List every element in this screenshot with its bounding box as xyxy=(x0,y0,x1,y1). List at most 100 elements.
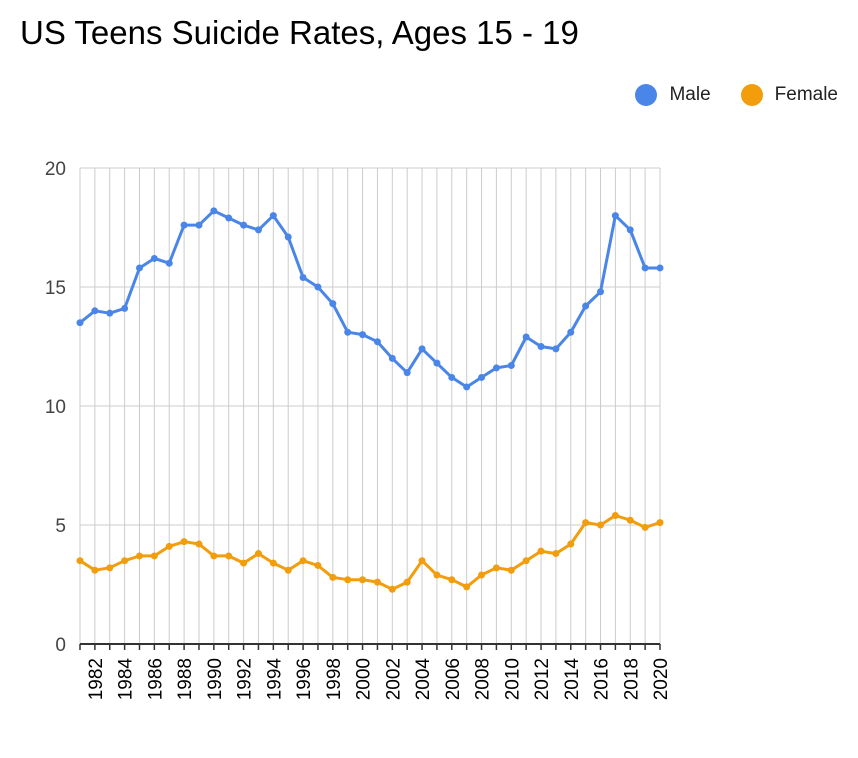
data-point-female xyxy=(284,566,292,574)
data-point-female xyxy=(388,585,396,593)
data-point-female xyxy=(552,550,560,558)
data-point-male xyxy=(597,288,605,296)
data-point-female xyxy=(329,573,337,581)
data-point-male xyxy=(135,264,143,272)
y-tick-label: 10 xyxy=(45,397,66,418)
data-point-female xyxy=(76,557,84,565)
legend-item-female[interactable]: Female xyxy=(740,84,838,106)
data-point-female xyxy=(225,552,233,560)
data-point-male xyxy=(165,259,173,267)
data-point-female xyxy=(492,564,500,572)
legend-label-male: Male xyxy=(669,84,711,105)
legend: Male Female xyxy=(605,84,838,106)
data-point-female xyxy=(106,564,114,572)
data-point-male xyxy=(641,264,649,272)
data-point-male xyxy=(225,214,233,222)
data-point-male xyxy=(611,212,619,220)
data-point-male xyxy=(344,328,352,336)
data-point-female xyxy=(597,521,605,529)
data-point-male xyxy=(463,383,471,391)
y-tick-label: 5 xyxy=(55,516,66,537)
data-point-female xyxy=(314,561,322,569)
data-point-male xyxy=(269,212,277,220)
data-point-male xyxy=(106,309,114,317)
legend-marker-male xyxy=(635,84,658,106)
x-tick-label: 2012 xyxy=(532,658,553,700)
data-point-male xyxy=(195,221,203,229)
data-point-male xyxy=(314,283,322,291)
legend-item-male[interactable]: Male xyxy=(635,84,711,106)
data-point-female xyxy=(135,552,143,560)
data-point-female xyxy=(254,550,262,558)
data-point-male xyxy=(448,373,456,381)
data-point-female xyxy=(91,566,99,574)
data-point-male xyxy=(537,343,545,350)
data-point-female xyxy=(359,576,367,584)
data-point-female xyxy=(507,566,515,574)
data-point-male xyxy=(552,345,560,353)
x-tick-label: 2014 xyxy=(562,658,583,701)
data-point-male xyxy=(299,273,307,281)
x-tick-label: 1994 xyxy=(264,658,285,701)
x-tick-label: 2002 xyxy=(383,658,404,700)
data-point-male xyxy=(418,345,426,353)
data-point-male xyxy=(180,221,188,229)
y-tick-label: 15 xyxy=(45,278,66,299)
series-line-male xyxy=(79,209,660,389)
data-point-male xyxy=(150,254,158,262)
data-point-female xyxy=(448,576,456,584)
data-point-female xyxy=(478,571,486,579)
data-point-female xyxy=(522,557,530,565)
data-point-male xyxy=(656,264,664,272)
data-point-male xyxy=(254,226,262,234)
y-tick-label: 20 xyxy=(45,159,66,180)
x-tick-label: 2020 xyxy=(651,658,672,700)
x-tick-label: 2008 xyxy=(473,658,494,700)
x-tick-label: 2000 xyxy=(354,658,375,700)
data-point-male xyxy=(522,333,530,341)
data-point-female xyxy=(344,576,352,584)
data-point-female xyxy=(403,578,411,586)
x-tick-label: 2004 xyxy=(413,658,434,701)
data-point-male xyxy=(626,226,634,234)
data-point-male xyxy=(210,207,218,215)
x-tick-label: 1986 xyxy=(145,658,166,700)
data-point-female xyxy=(626,516,634,524)
data-point-male xyxy=(121,304,129,312)
data-point-female xyxy=(195,540,203,548)
x-tick-label: 1982 xyxy=(86,658,107,700)
data-point-male xyxy=(373,338,381,346)
data-point-male xyxy=(329,300,337,308)
x-tick-label: 1984 xyxy=(116,658,137,701)
data-point-male xyxy=(76,319,84,327)
data-point-female xyxy=(611,511,619,519)
x-tick-label: 1988 xyxy=(175,658,196,700)
legend-label-female: Female xyxy=(774,84,838,105)
data-point-male xyxy=(388,354,396,362)
data-point-female xyxy=(150,552,158,560)
series-line-female xyxy=(79,514,661,591)
data-point-male xyxy=(478,373,486,381)
data-point-female xyxy=(373,578,381,586)
data-point-female xyxy=(180,538,188,546)
data-point-female xyxy=(641,523,649,531)
data-point-female xyxy=(656,519,664,527)
chart-title: US Teens Suicide Rates, Ages 15 - 19 xyxy=(20,14,579,51)
data-point-male xyxy=(582,302,590,310)
x-tick-label: 1998 xyxy=(324,658,345,700)
data-point-male xyxy=(403,369,411,377)
data-point-female xyxy=(582,519,590,527)
x-tick-label: 2006 xyxy=(443,658,464,700)
data-point-female xyxy=(418,557,426,565)
x-tick-label: 2010 xyxy=(502,658,523,700)
data-point-female xyxy=(121,557,129,565)
x-tick-label: 1996 xyxy=(294,658,315,700)
x-tick-label: 2016 xyxy=(592,658,613,700)
data-point-male xyxy=(567,328,575,336)
data-point-female xyxy=(537,547,545,555)
data-point-male xyxy=(433,359,441,367)
data-point-female xyxy=(210,552,218,560)
data-point-female xyxy=(299,557,307,565)
data-point-male xyxy=(492,364,500,372)
